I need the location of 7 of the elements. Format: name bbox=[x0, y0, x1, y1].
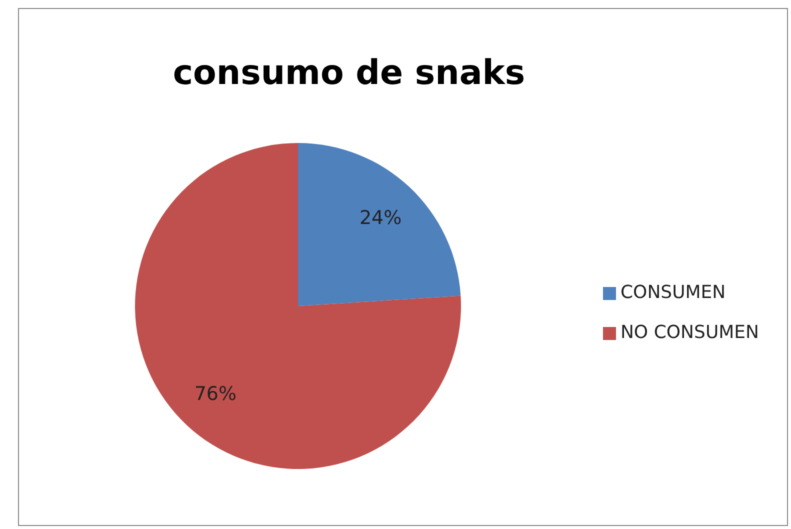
pie-slice bbox=[298, 143, 461, 306]
data-label: 24% bbox=[359, 207, 402, 230]
legend-label: NO CONSUMEN bbox=[620, 322, 759, 343]
data-label: 76% bbox=[194, 382, 237, 405]
pie-slice bbox=[135, 143, 461, 469]
chart-title: consumo de snaks bbox=[172, 53, 526, 95]
legend-label: CONSUMEN bbox=[620, 282, 726, 303]
